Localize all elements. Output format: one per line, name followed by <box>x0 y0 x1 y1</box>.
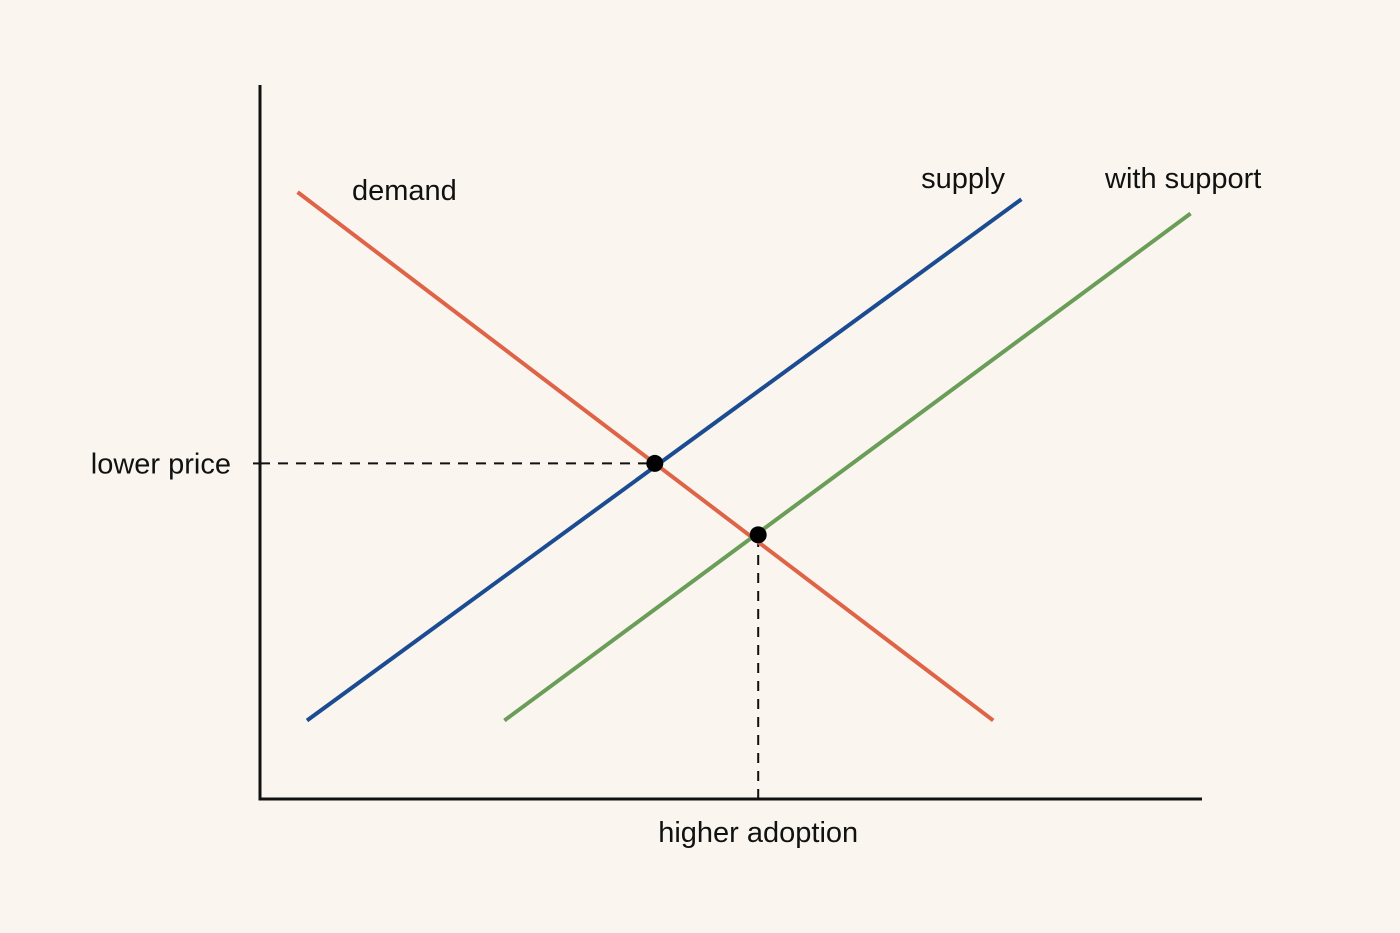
with-support-line <box>503 211 1192 723</box>
supply-line <box>305 197 1023 723</box>
reference-lines <box>253 462 760 799</box>
equilibrium-point-2 <box>749 526 767 544</box>
with-support-label: with support <box>1104 163 1261 195</box>
series-lines <box>296 190 1192 723</box>
demand-line <box>296 190 995 723</box>
supply-label: supply <box>921 163 1005 195</box>
labels: lower price higher adoption demand supply wi… <box>91 163 1262 849</box>
demand-label: demand <box>352 175 457 207</box>
equilibrium-points <box>646 454 767 544</box>
x-reference-label: higher adoption <box>658 817 858 849</box>
axes <box>258 85 1202 801</box>
equilibrium-point-1 <box>646 454 664 472</box>
y-reference-label: lower price <box>91 448 231 480</box>
